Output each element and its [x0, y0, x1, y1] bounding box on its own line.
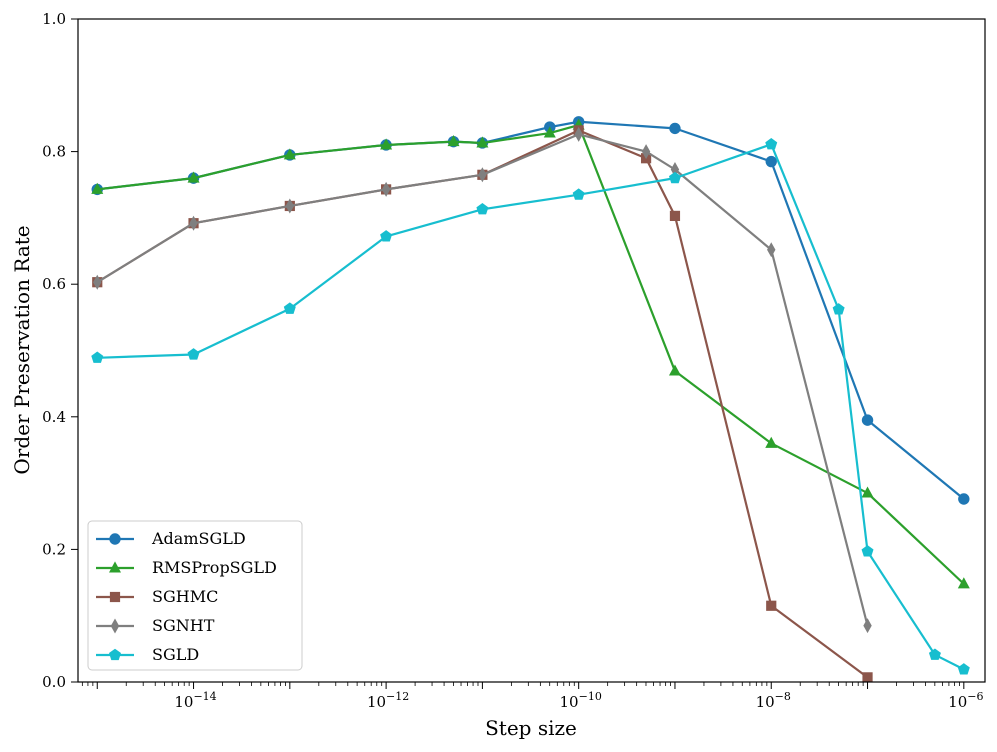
data-point-sgnht [381, 181, 391, 197]
legend-box [87, 520, 303, 671]
data-point-sgld [476, 202, 489, 215]
x-axis-title: Step size [485, 716, 577, 740]
x-tick-label: 10−14 [174, 690, 216, 711]
data-point-rmspropsgld [765, 436, 778, 448]
legend-marker [110, 618, 120, 634]
legend-label: SGLD [152, 645, 199, 664]
legend-item-rmspropsgld: RMSPropSGLD [96, 558, 277, 577]
data-point-sgld [957, 663, 970, 675]
series-sgld [91, 138, 970, 675]
data-point-rmspropsgld [380, 138, 393, 150]
data-point-sgnht [767, 242, 776, 258]
legend: AdamSGLD RMSPropSGLD SGHMC SGNHT SGLD [87, 520, 303, 671]
x-tick-label: 10−8 [756, 690, 791, 711]
legend-item-sgnht: SGNHT [96, 616, 215, 635]
data-point-rmspropsgld [476, 136, 489, 148]
data-point-adamsgld [958, 493, 970, 505]
legend-marker [109, 591, 121, 603]
data-point-adamsgld [765, 155, 777, 168]
data-point-sgnht [670, 162, 680, 178]
data-point-sgnht [641, 144, 651, 160]
data-point-sghmc [862, 672, 873, 683]
y-tick-label: 0.0 [42, 673, 66, 691]
y-tick-label: 0.2 [42, 540, 66, 558]
data-point-sgld [832, 303, 845, 315]
x-tick-label: 10−6 [948, 690, 983, 711]
series-line-sgld [97, 143, 965, 671]
data-point-sgnht [478, 167, 487, 183]
data-point-sgld [187, 348, 200, 360]
legend-marker [109, 648, 121, 661]
data-point-sgnht [574, 126, 583, 142]
series-layer [91, 116, 970, 683]
legend-item-sghmc: SGHMC [96, 587, 218, 606]
legend-marker [109, 533, 121, 545]
legend-marker [109, 561, 121, 573]
data-point-adamsgld [669, 122, 681, 135]
y-tick-label: 0.6 [42, 275, 66, 293]
legend-item-sgld: SGLD [96, 645, 199, 664]
data-point-rmspropsgld [543, 126, 556, 138]
data-point-rmspropsgld [861, 486, 874, 498]
y-axis-title: Order Preservation Rate [10, 225, 34, 474]
data-point-sgld [380, 230, 393, 242]
y-tick-label: 0.8 [42, 143, 66, 161]
data-point-sgnht [189, 215, 198, 231]
data-point-sgld [283, 302, 296, 314]
data-point-rmspropsgld [187, 171, 200, 183]
plot-area-frame [77, 18, 986, 683]
data-point-rmspropsgld [957, 577, 970, 589]
data-point-sgld [765, 138, 778, 150]
data-point-sghmc [669, 210, 681, 222]
series-line-sgnht [96, 133, 869, 626]
series-rmspropsgld [91, 118, 970, 589]
series-line-rmspropsgld [97, 123, 965, 585]
data-point-sghmc [766, 600, 777, 611]
data-point-rmspropsgld [91, 182, 104, 194]
data-point-sgld [928, 648, 941, 660]
data-point-rmspropsgld [283, 148, 296, 160]
legend-item-adamsgld: AdamSGLD [96, 529, 246, 548]
y-axis-ticks: 0.0 0.2 0.4 0.6 0.8 1.0 [42, 10, 78, 691]
legend-label: AdamSGLD [151, 529, 246, 548]
series-sgnht [93, 126, 872, 634]
data-point-sgnht [863, 618, 872, 634]
y-tick-label: 0.4 [42, 408, 66, 426]
data-point-rmspropsgld [447, 135, 460, 147]
data-point-sgnht [93, 274, 102, 290]
data-point-sgld [572, 188, 585, 200]
legend-label: RMSPropSGLD [152, 558, 277, 577]
data-point-sgnht [285, 198, 295, 214]
data-point-sgld [668, 171, 681, 184]
x-axis-ticks: 10−14 10−12 10−10 10−8 10−6 [81, 682, 983, 711]
data-point-adamsgld [861, 414, 874, 426]
data-point-rmspropsgld [668, 364, 681, 376]
legend-label: SGNHT [152, 616, 215, 635]
legend-label: SGHMC [152, 587, 218, 606]
x-tick-label: 10−10 [560, 690, 602, 711]
data-point-sgld [861, 545, 874, 557]
x-tick-label: 10−12 [367, 690, 409, 711]
y-tick-label: 1.0 [42, 10, 66, 28]
data-point-sgld [91, 351, 104, 363]
